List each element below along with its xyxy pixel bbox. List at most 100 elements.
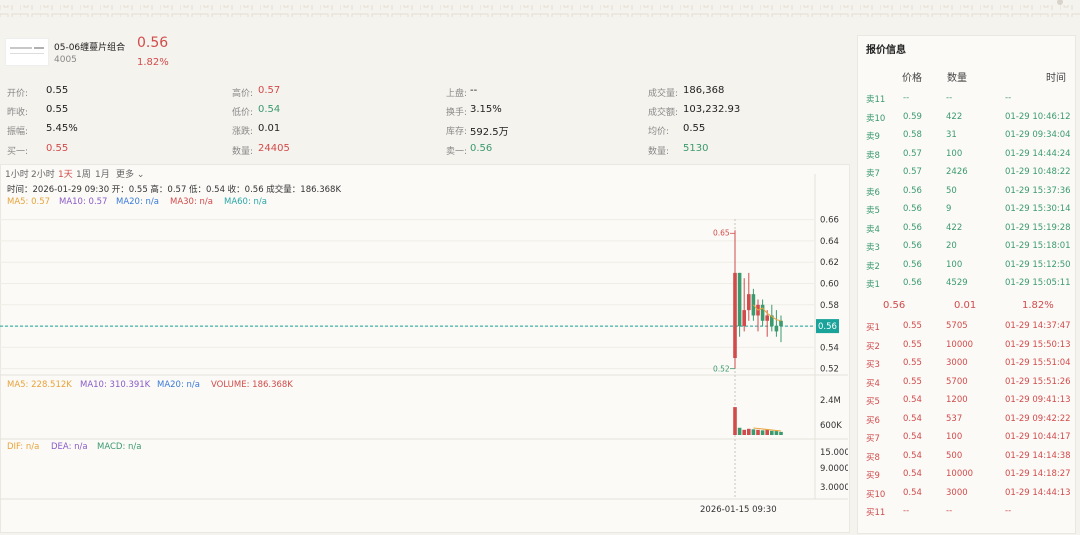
macd-axis-label: 9.0000 <box>820 464 848 474</box>
tab-period[interactable]: 1天 <box>58 170 73 180</box>
bid-row[interactable]: 买3 0.55 3000 01-29 15:51:04 <box>858 355 1074 373</box>
bid-row[interactable]: 买4 0.55 5700 01-29 15:51:26 <box>858 374 1074 392</box>
volume-legend-item: MA5: 228.512K <box>7 380 72 390</box>
orderbook-time: 01-29 15:51:26 <box>1005 376 1071 387</box>
ask-row[interactable]: 卖11 -- -- -- <box>858 90 1074 108</box>
x-axis-date-label: 2026-01-15 09:30 <box>700 505 777 515</box>
orderbook-label: 买9 <box>866 471 880 481</box>
ask-row[interactable]: 卖6 0.56 50 01-29 15:37:36 <box>858 183 1074 201</box>
orderbook-price: 0.56 <box>903 259 922 270</box>
orderbook-label: 卖9 <box>866 132 880 142</box>
orderbook-time: 01-29 15:37:36 <box>1005 185 1071 196</box>
kline-chart[interactable]: 0.660.640.620.600.580.560.540.520.560.65… <box>0 164 848 531</box>
orderbook-time: 01-29 09:41:13 <box>1005 395 1071 405</box>
ma-legend-item: MA10: 0.57 <box>59 197 108 207</box>
candle-body <box>765 315 769 321</box>
bid-row[interactable]: 买9 0.54 10000 01-29 14:18:27 <box>858 466 1074 484</box>
stat-label: 成交额: <box>648 108 679 118</box>
orderbook-price: 0.59 <box>903 111 922 122</box>
orderbook-title: 报价信息 <box>866 45 906 56</box>
bid-row[interactable]: 买1 0.55 5705 01-29 14:37:47 <box>858 318 1074 336</box>
orderbook-qty: 5705 <box>946 321 968 331</box>
orderbook-price: 0.58 <box>903 130 922 140</box>
stat-value: -- <box>470 85 478 96</box>
orderbook-label: 买5 <box>866 397 880 407</box>
orderbook-price: 0.55 <box>903 339 922 350</box>
orderbook-time: 01-29 14:37:47 <box>1005 321 1071 331</box>
volume-bar <box>756 429 760 435</box>
price-axis-label: 0.62 <box>820 258 839 268</box>
orderbook-price: 0.56 <box>903 222 922 233</box>
bid-row[interactable]: 买10 0.54 3000 01-29 14:44:13 <box>858 485 1074 503</box>
ask-row[interactable]: 卖4 0.56 422 01-29 15:19:28 <box>858 220 1074 238</box>
orderbook-time: 01-29 10:46:12 <box>1005 111 1071 122</box>
orderbook-time: 01-29 14:14:38 <box>1005 450 1071 461</box>
tab-period[interactable]: 2小时 <box>31 170 55 180</box>
stat-value: 0.55 <box>46 85 69 96</box>
volume-bar <box>747 428 751 435</box>
stat-value: 592.5万 <box>470 127 509 138</box>
orderbook-price: -- <box>903 93 910 103</box>
stat-label: 上盘: <box>446 89 468 99</box>
stat-label: 成交量: <box>648 89 679 99</box>
ask-row[interactable]: 卖9 0.58 31 01-29 09:34:04 <box>858 127 1074 145</box>
stat-label: 高价: <box>232 89 254 99</box>
tab-period[interactable]: 1月 <box>95 170 110 180</box>
bid-row[interactable]: 买7 0.54 100 01-29 10:44:17 <box>858 429 1074 447</box>
summary-price: 0.56 <box>883 300 906 311</box>
orderbook-price: 0.57 <box>903 148 922 159</box>
bid-row[interactable]: 买5 0.54 1200 01-29 09:41:13 <box>858 392 1074 410</box>
bid-row[interactable]: 买2 0.55 10000 01-29 15:50:13 <box>858 337 1074 355</box>
low-marker: 0.52 <box>713 365 730 374</box>
orderbook-time: 01-29 15:05:11 <box>1005 278 1071 288</box>
bid-row[interactable]: 买11 -- -- -- <box>858 503 1074 521</box>
ask-row[interactable]: 卖7 0.57 2426 01-29 10:48:22 <box>858 164 1074 182</box>
volume-axis-label: 2.4M <box>820 396 841 406</box>
price-axis-label: 0.66 <box>820 216 839 226</box>
orderbook-time: -- <box>1005 93 1012 103</box>
orderbook-label: 卖1 <box>866 280 880 290</box>
orderbook-qty: 3000 <box>946 358 968 368</box>
product-name: 05-06缠蔓片组合 <box>54 43 126 53</box>
orderbook-qty: 10000 <box>946 339 974 350</box>
stat-value: 0.54 <box>258 104 281 115</box>
orderbook-price: 0.56 <box>903 241 922 251</box>
ask-row[interactable]: 卖10 0.59 422 01-29 10:46:12 <box>858 109 1074 127</box>
stat-label: 卖一: <box>446 147 468 157</box>
stat-value: 0.55 <box>46 104 69 115</box>
change-percent: 1.82% <box>137 57 169 68</box>
orderbook-qty: 3000 <box>946 487 968 498</box>
stat-label: 涨跌: <box>232 127 254 137</box>
orderbook-label: 买11 <box>866 508 886 518</box>
stat-value: 0.55 <box>46 143 69 154</box>
orderbook-price: 0.54 <box>903 469 922 479</box>
ask-row[interactable]: 卖2 0.56 100 01-29 15:12:50 <box>858 257 1074 275</box>
top-pattern-band <box>0 0 1080 17</box>
ask-row[interactable]: 卖5 0.56 9 01-29 15:30:14 <box>858 201 1074 219</box>
stat-label: 数量: <box>232 147 254 157</box>
ma-legend-item: MA20: n/a <box>116 197 159 207</box>
candle-body <box>747 294 751 311</box>
orderbook-qty: -- <box>946 506 953 516</box>
price-axis-label: 0.60 <box>820 280 839 290</box>
orderbook-qty: 2426 <box>946 167 968 177</box>
ma-legend-item: MA5: 0.57 <box>7 197 51 207</box>
bid-row[interactable]: 买6 0.54 537 01-29 09:42:22 <box>858 411 1074 429</box>
orderbook-price: 0.57 <box>903 167 922 177</box>
tab-period[interactable]: 1小时 <box>5 170 29 180</box>
ask-row[interactable]: 卖1 0.56 4529 01-29 15:05:11 <box>858 275 1074 293</box>
orderbook-qty: 100 <box>946 432 963 442</box>
tab-period[interactable]: 更多 ⌄ <box>116 170 145 180</box>
ask-row[interactable]: 卖3 0.56 20 01-29 15:18:01 <box>858 238 1074 256</box>
orderbook-label: 卖5 <box>866 206 880 216</box>
bid-row[interactable]: 买8 0.54 500 01-29 14:14:38 <box>858 448 1074 466</box>
volume-legend-item: VOLUME: 186.368K <box>211 380 293 390</box>
stat-label: 买一: <box>7 147 29 157</box>
ask-row[interactable]: 卖8 0.57 100 01-29 14:44:24 <box>858 146 1074 164</box>
macd-axis-label: 3.0000 <box>820 483 848 493</box>
stat-label: 库存: <box>446 127 468 137</box>
volume-bar <box>770 430 774 435</box>
orderbook-time: 01-29 14:44:13 <box>1005 487 1071 498</box>
price-axis-label: 0.58 <box>820 301 839 311</box>
tab-period[interactable]: 1周 <box>76 170 91 180</box>
